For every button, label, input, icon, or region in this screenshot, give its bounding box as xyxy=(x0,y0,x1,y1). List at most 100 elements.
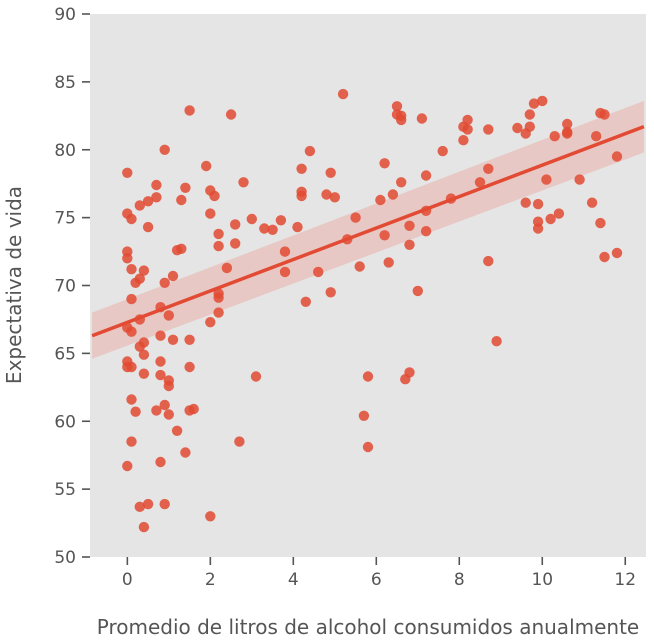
data-point xyxy=(155,330,166,341)
y-tick-label: 75 xyxy=(54,209,76,229)
data-point xyxy=(176,194,187,206)
data-point xyxy=(462,114,473,126)
data-point xyxy=(138,349,150,360)
data-point xyxy=(126,394,137,405)
data-point xyxy=(184,334,195,345)
data-point xyxy=(138,368,150,379)
x-tick-label: 0 xyxy=(122,570,133,590)
data-point xyxy=(259,223,270,234)
data-point xyxy=(279,266,291,278)
data-point xyxy=(122,460,133,472)
data-point xyxy=(221,262,233,274)
data-point xyxy=(537,95,548,107)
data-point xyxy=(138,521,150,533)
data-point xyxy=(420,170,432,181)
data-point xyxy=(532,223,544,234)
data-point xyxy=(180,447,191,458)
data-point xyxy=(159,277,170,288)
data-point xyxy=(491,336,502,347)
data-point xyxy=(296,163,307,174)
data-point xyxy=(250,371,262,382)
data-point xyxy=(512,122,523,134)
data-point xyxy=(562,128,573,139)
x-tick-label: 6 xyxy=(371,570,382,590)
y-tick-label: 50 xyxy=(54,548,76,568)
data-point xyxy=(151,192,162,203)
regression-line xyxy=(91,125,645,338)
y-tick-label: 90 xyxy=(54,5,76,25)
data-point xyxy=(545,213,556,225)
data-point xyxy=(230,219,241,230)
data-point xyxy=(142,498,154,510)
data-point xyxy=(611,151,623,162)
data-point xyxy=(188,403,199,415)
data-point xyxy=(437,145,448,157)
data-point xyxy=(167,270,179,282)
data-point xyxy=(396,177,407,188)
y-tick-label: 55 xyxy=(54,480,76,500)
data-point xyxy=(483,255,494,267)
data-point xyxy=(151,179,162,191)
data-point xyxy=(375,194,386,206)
data-point xyxy=(379,158,390,169)
data-point xyxy=(420,226,432,237)
data-point xyxy=(549,131,560,142)
data-point xyxy=(209,190,220,202)
x-tick-label: 4 xyxy=(288,570,299,590)
data-point xyxy=(458,135,469,146)
data-point xyxy=(142,221,154,233)
data-point xyxy=(167,334,179,345)
data-point xyxy=(520,197,531,208)
data-point xyxy=(130,406,141,417)
data-point xyxy=(126,436,137,447)
data-point xyxy=(292,221,303,233)
data-point xyxy=(313,266,324,278)
data-point xyxy=(171,425,183,436)
data-point xyxy=(354,261,365,272)
data-point xyxy=(205,317,216,328)
data-point xyxy=(205,511,216,522)
data-point xyxy=(163,310,174,321)
data-point xyxy=(155,369,166,381)
data-point xyxy=(574,174,585,185)
x-axis-ticks: 0 2 4 6 8 10 12 xyxy=(122,557,636,590)
data-point xyxy=(396,114,407,126)
data-point xyxy=(404,239,415,250)
data-point xyxy=(462,124,473,135)
data-point xyxy=(591,131,602,142)
data-point xyxy=(201,160,212,172)
data-point xyxy=(134,501,145,512)
data-point xyxy=(404,220,415,231)
data-points-layer xyxy=(122,88,623,533)
data-point xyxy=(126,326,137,337)
data-point xyxy=(412,285,423,297)
data-point xyxy=(275,215,287,226)
data-point xyxy=(213,292,224,303)
data-point xyxy=(122,361,133,373)
data-point xyxy=(134,273,145,284)
data-point xyxy=(325,287,336,298)
data-point xyxy=(524,109,535,120)
x-tick-label: 2 xyxy=(205,570,216,590)
data-point xyxy=(122,253,133,264)
data-point xyxy=(126,264,137,275)
data-point xyxy=(300,296,311,307)
data-point xyxy=(474,177,486,188)
data-point xyxy=(391,101,403,112)
data-point xyxy=(246,213,257,225)
data-point xyxy=(362,441,374,453)
y-tick-label: 70 xyxy=(54,277,76,297)
data-point xyxy=(416,113,428,124)
data-point xyxy=(159,144,170,155)
y-tick-label: 60 xyxy=(54,412,76,432)
data-point xyxy=(151,405,162,416)
x-tick-label: 12 xyxy=(614,570,636,590)
data-point xyxy=(483,163,494,174)
data-point xyxy=(599,109,610,120)
data-point xyxy=(159,498,170,510)
data-point xyxy=(126,293,137,305)
data-point xyxy=(163,409,174,420)
data-point xyxy=(213,240,224,252)
data-point xyxy=(126,213,137,225)
